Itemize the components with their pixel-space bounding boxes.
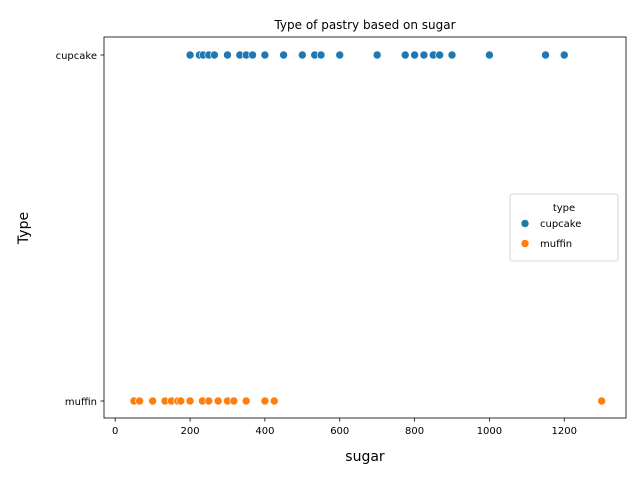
data-point-cupcake [210, 50, 219, 60]
data-point-muffin [185, 396, 195, 406]
x-tick-label: 200 [181, 426, 200, 437]
data-point-cupcake [335, 50, 345, 60]
x-tick-label: 1200 [552, 426, 577, 437]
legend: type cupcake muffin [509, 193, 619, 262]
data-point-cupcake [185, 50, 195, 60]
x-tick-label: 0 [112, 426, 118, 437]
data-point-cupcake [260, 50, 270, 60]
data-points [129, 50, 606, 406]
x-tick-label: 1000 [477, 426, 502, 437]
y-axis-title: Type [16, 212, 32, 245]
data-point-muffin [241, 396, 251, 406]
data-point-cupcake [372, 50, 382, 60]
legend-label-cupcake: cupcake [540, 219, 581, 230]
legend-label-muffin: muffin [540, 239, 572, 250]
y-tick-label: cupcake [56, 51, 97, 62]
plot-frame [103, 36, 627, 419]
data-point-cupcake [298, 50, 307, 60]
data-point-muffin [135, 396, 144, 406]
data-point-muffin [148, 396, 157, 406]
x-axis-title: sugar [345, 449, 385, 465]
data-point-cupcake [435, 50, 444, 60]
data-point-muffin [597, 396, 606, 406]
data-point-cupcake [541, 50, 550, 60]
data-point-cupcake [316, 50, 326, 60]
data-point-muffin [229, 396, 239, 406]
data-point-cupcake [400, 50, 410, 60]
legend-title: type [553, 203, 575, 214]
data-point-cupcake [279, 50, 288, 60]
data-point-cupcake [223, 50, 232, 60]
legend-marker-muffin [520, 239, 530, 248]
x-tick-label: 600 [330, 426, 349, 437]
data-point-cupcake [410, 50, 419, 60]
data-point-muffin [269, 396, 279, 406]
data-point-muffin [213, 396, 223, 406]
data-point-cupcake [419, 50, 429, 60]
x-axis: 0 200 400 600 800 1000 1200 [112, 418, 577, 437]
data-point-muffin [204, 396, 214, 406]
y-axis: cupcake muffin [56, 51, 104, 408]
data-point-cupcake [248, 50, 257, 60]
data-point-muffin [260, 396, 270, 406]
x-tick-label: 800 [405, 426, 424, 437]
legend-frame [509, 193, 619, 262]
chart-title: Type of pastry based on sugar [273, 18, 455, 32]
data-point-cupcake [447, 50, 457, 60]
plot-area: 0 200 400 600 800 1000 1200 cupcake muffin [56, 36, 627, 437]
legend-items: cupcake muffin [520, 219, 581, 250]
data-point-muffin [176, 396, 186, 406]
y-tick-label: muffin [65, 397, 97, 408]
legend-marker-cupcake [520, 219, 530, 228]
data-point-cupcake [485, 50, 494, 60]
data-point-cupcake [559, 50, 569, 60]
x-tick-label: 400 [255, 426, 274, 437]
